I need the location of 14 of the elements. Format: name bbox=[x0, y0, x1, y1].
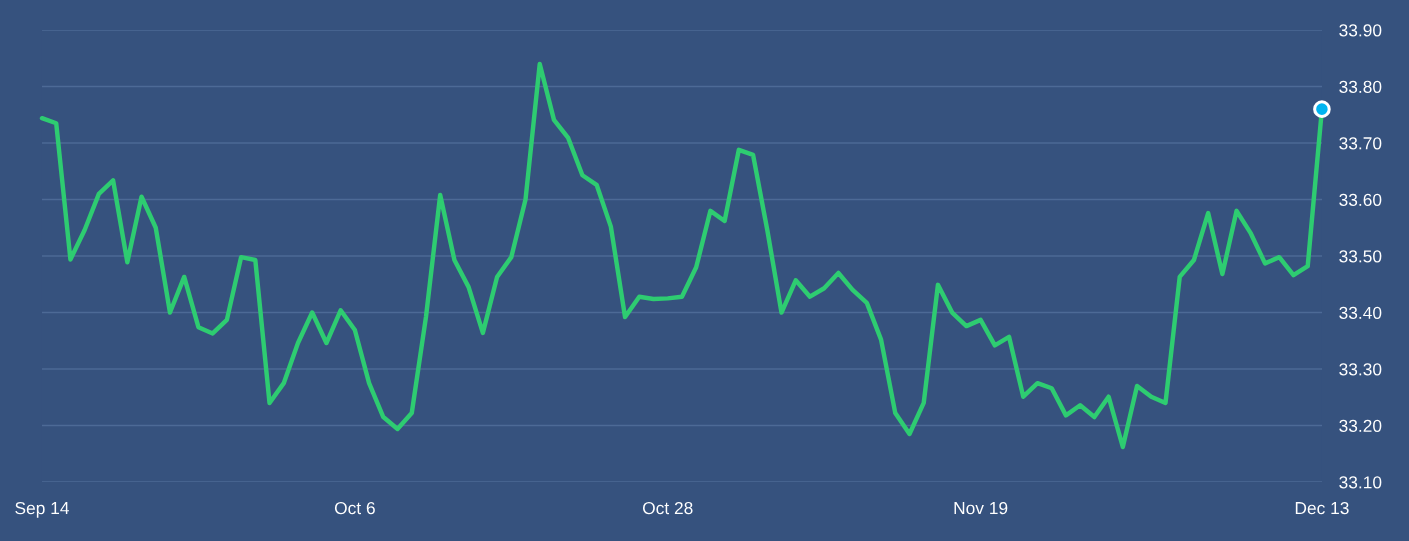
y-tick-label: 33.60 bbox=[1339, 193, 1382, 206]
x-tick-label: Dec 13 bbox=[1295, 501, 1349, 515]
y-tick-label: 33.70 bbox=[1339, 137, 1382, 150]
x-tick-label: Oct 28 bbox=[642, 501, 693, 515]
x-tick-label: Oct 6 bbox=[334, 501, 375, 515]
x-tick-label: Nov 19 bbox=[954, 501, 1008, 515]
y-tick-label: 33.80 bbox=[1339, 80, 1382, 93]
x-tick-label: Sep 14 bbox=[15, 501, 69, 518]
y-tick-label: 33.20 bbox=[1339, 419, 1382, 432]
y-tick-label: 33.40 bbox=[1339, 306, 1382, 319]
y-tick-label: 33.30 bbox=[1339, 363, 1382, 376]
y-tick-label: 33.50 bbox=[1339, 250, 1382, 263]
y-tick-label: 33.90 bbox=[1339, 24, 1382, 37]
y-tick-label: 33.10 bbox=[1339, 476, 1382, 489]
